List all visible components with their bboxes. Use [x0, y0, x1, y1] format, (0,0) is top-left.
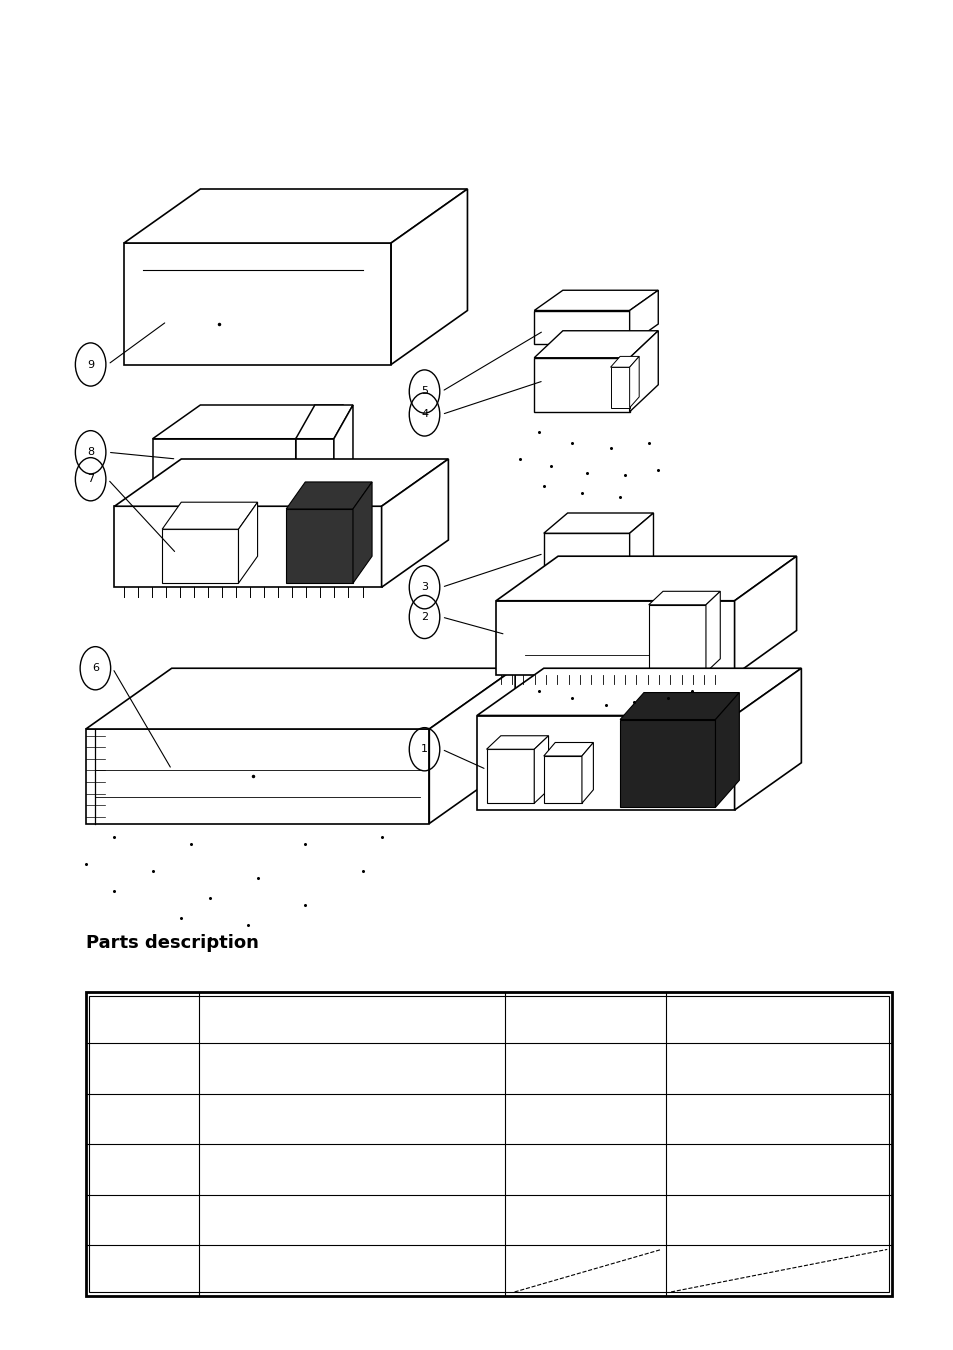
Polygon shape [486, 749, 534, 803]
Polygon shape [619, 693, 739, 720]
Polygon shape [286, 509, 353, 583]
Polygon shape [381, 459, 448, 587]
Polygon shape [486, 736, 548, 749]
Polygon shape [391, 189, 467, 364]
Text: 1: 1 [420, 744, 428, 755]
Polygon shape [648, 591, 720, 605]
Polygon shape [648, 605, 705, 672]
Polygon shape [734, 556, 796, 675]
Polygon shape [152, 439, 295, 493]
Text: 2: 2 [420, 612, 428, 622]
Text: Parts description: Parts description [86, 934, 258, 952]
Polygon shape [334, 405, 353, 493]
Bar [89, 996, 888, 1292]
Text: 7: 7 [87, 474, 94, 485]
Text: 3: 3 [420, 582, 428, 593]
Polygon shape [610, 356, 639, 367]
Bar [86, 992, 891, 1296]
Polygon shape [534, 358, 629, 412]
Polygon shape [238, 502, 257, 583]
Text: 8: 8 [87, 447, 94, 458]
Polygon shape [295, 405, 343, 493]
Polygon shape [162, 502, 257, 529]
Text: 4: 4 [420, 409, 428, 420]
Polygon shape [629, 290, 658, 344]
Polygon shape [543, 743, 593, 756]
Polygon shape [429, 668, 515, 824]
Polygon shape [86, 668, 515, 729]
Polygon shape [476, 716, 734, 810]
Polygon shape [534, 310, 629, 344]
Polygon shape [705, 591, 720, 672]
Text: 5: 5 [420, 386, 428, 397]
Polygon shape [734, 668, 801, 810]
Text: 9: 9 [87, 359, 94, 370]
Polygon shape [610, 367, 629, 408]
Polygon shape [534, 736, 548, 803]
Polygon shape [543, 533, 629, 587]
Polygon shape [629, 513, 653, 587]
Polygon shape [543, 513, 653, 533]
Polygon shape [534, 290, 658, 310]
Polygon shape [534, 331, 658, 358]
Polygon shape [286, 482, 372, 509]
Polygon shape [496, 556, 796, 601]
Polygon shape [496, 601, 734, 675]
Polygon shape [629, 356, 639, 408]
Polygon shape [295, 405, 353, 439]
Text: 6: 6 [91, 663, 99, 674]
Polygon shape [152, 405, 343, 439]
Polygon shape [715, 693, 739, 807]
Polygon shape [629, 331, 658, 412]
Polygon shape [581, 743, 593, 803]
Polygon shape [124, 243, 391, 364]
Polygon shape [295, 439, 334, 493]
Polygon shape [114, 459, 448, 506]
Polygon shape [476, 668, 801, 716]
Polygon shape [353, 482, 372, 583]
Polygon shape [543, 756, 581, 803]
Polygon shape [124, 189, 467, 243]
Polygon shape [86, 729, 429, 823]
Polygon shape [619, 720, 715, 807]
Polygon shape [162, 529, 238, 583]
Polygon shape [114, 506, 381, 587]
